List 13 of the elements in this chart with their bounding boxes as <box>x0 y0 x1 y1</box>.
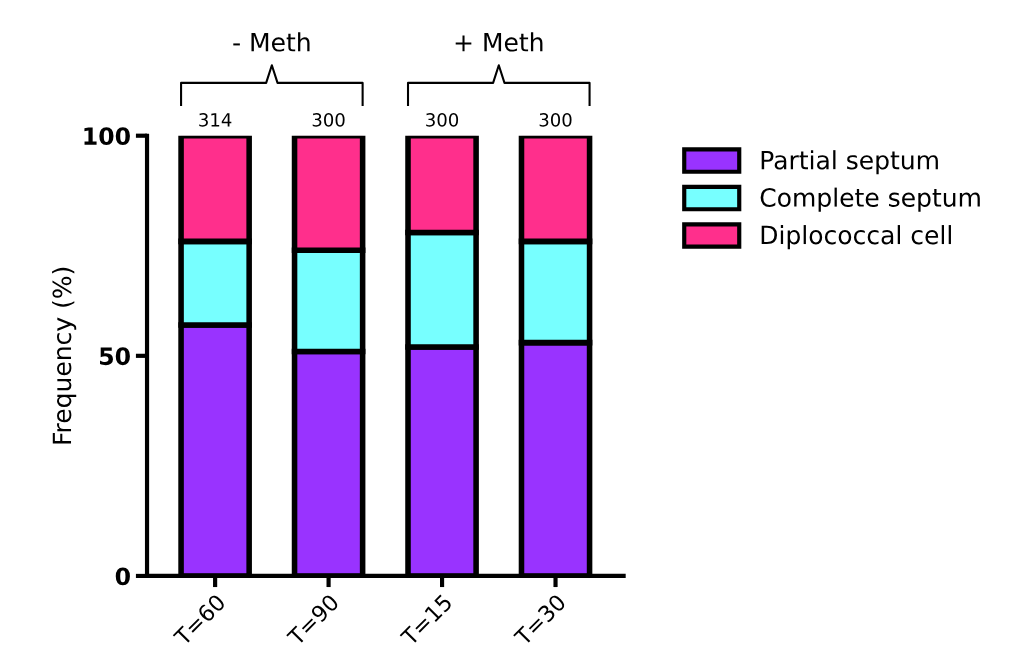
annotation: 314 <box>199 113 232 127</box>
legend-label: Complete septum <box>760 187 980 212</box>
text: + Meth <box>455 32 543 52</box>
y-tick-label: 50 <box>100 347 130 366</box>
y-tick-label: 0 <box>115 567 130 586</box>
annotation: 300 <box>426 113 459 127</box>
legend-label: Diplococcal cell <box>761 225 951 250</box>
annotation: 300 <box>539 113 572 127</box>
y-tick-label: 100 <box>84 127 130 146</box>
annotation: 300 <box>312 113 345 127</box>
y-axis-title: Frequency (%) <box>52 267 77 444</box>
text: - Meth <box>233 32 310 52</box>
legend-label: Partial septum <box>761 150 938 175</box>
